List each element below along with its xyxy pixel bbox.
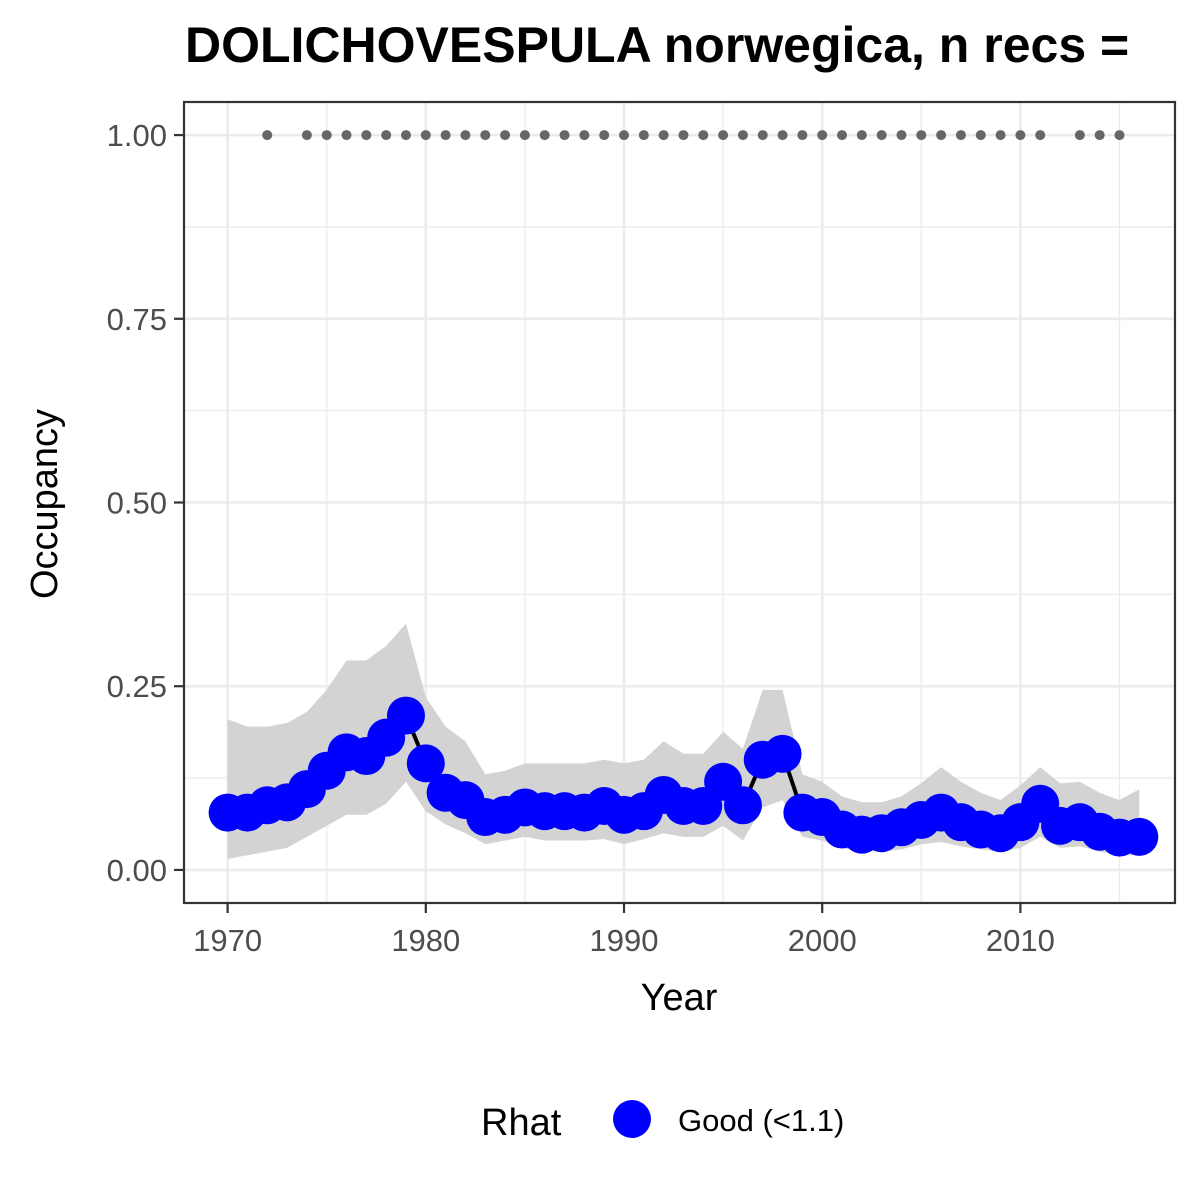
record-year-marker [381, 130, 392, 141]
occupancy-point [406, 744, 445, 783]
x-axis-title: Year [641, 977, 718, 1019]
occupancy-point [1120, 817, 1159, 856]
record-year-marker [797, 130, 808, 141]
legend: Rhat Good (<1.1) [481, 1100, 844, 1144]
record-year-marker [341, 130, 352, 141]
record-year-marker [599, 130, 610, 141]
x-tick-label: 1980 [391, 923, 460, 958]
y-axis: 0.00 0.25 0.50 0.75 1.00 [107, 118, 184, 888]
record-year-marker [579, 130, 590, 141]
y-axis-title: Occupancy [24, 409, 66, 599]
chart-title: DOLICHOVESPULA norwegica, n recs = [185, 17, 1129, 73]
record-year-marker [916, 130, 927, 141]
x-tick-label: 1990 [590, 923, 659, 958]
record-year-marker [658, 130, 669, 141]
y-tick-label: 0.00 [107, 853, 167, 888]
x-tick-label: 1970 [193, 923, 262, 958]
record-year-marker [301, 130, 312, 141]
record-year-marker [420, 130, 431, 141]
y-tick-label: 1.00 [107, 118, 167, 153]
record-year-marker [519, 130, 530, 141]
record-year-marker [539, 130, 550, 141]
record-year-marker [1114, 130, 1125, 141]
record-year-marker [361, 130, 372, 141]
x-tick-label: 2000 [788, 923, 857, 958]
legend-title: Rhat [481, 1102, 562, 1144]
record-year-marker [321, 130, 332, 141]
y-tick-label: 0.25 [107, 669, 167, 704]
record-year-marker [698, 130, 709, 141]
x-axis: 1970 1980 1990 2000 2010 [193, 903, 1055, 958]
record-year-marker [995, 130, 1006, 141]
record-year-marker [876, 130, 887, 141]
y-tick-label: 0.50 [107, 486, 167, 521]
record-year-marker [262, 130, 273, 141]
plot-panel [182, 100, 1177, 905]
record-year-marker [619, 130, 630, 141]
record-year-marker [500, 130, 511, 141]
legend-key-good [613, 1100, 651, 1138]
legend-label-good: Good (<1.1) [678, 1103, 844, 1138]
record-year-marker [737, 130, 748, 141]
record-year-marker [559, 130, 570, 141]
y-tick-label: 0.75 [107, 302, 167, 337]
record-year-marker [757, 130, 768, 141]
record-year-marker [400, 130, 411, 141]
record-year-marker [1035, 130, 1046, 141]
record-year-marker [638, 130, 649, 141]
record-year-marker [480, 130, 491, 141]
record-year-marker [955, 130, 966, 141]
x-tick-label: 2010 [986, 923, 1055, 958]
record-year-marker [817, 130, 828, 141]
occupancy-point [763, 734, 802, 773]
record-year-marker [718, 130, 729, 141]
record-year-marker [975, 130, 986, 141]
record-year-marker [1074, 130, 1085, 141]
record-year-marker [1094, 130, 1105, 141]
record-year-marker [1015, 130, 1026, 141]
record-year-marker [777, 130, 788, 141]
record-year-marker [856, 130, 867, 141]
occupancy-point [723, 786, 762, 825]
record-year-marker [936, 130, 947, 141]
record-year-marker [440, 130, 451, 141]
occupancy-point [386, 696, 425, 735]
record-year-marker [837, 130, 848, 141]
record-year-marker [678, 130, 689, 141]
record-year-marker [460, 130, 471, 141]
record-year-marker [896, 130, 907, 141]
